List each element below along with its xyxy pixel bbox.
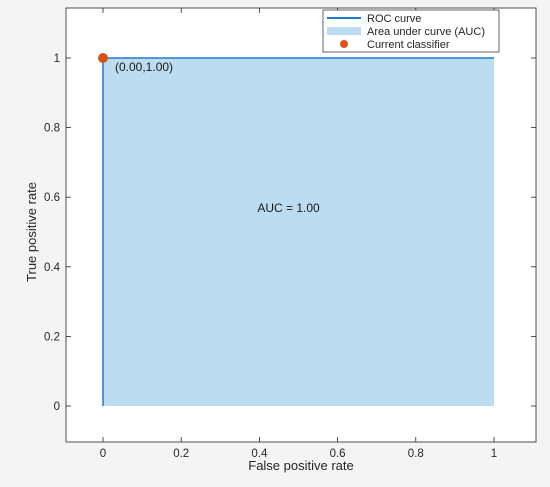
y-tick-label: 0.6 <box>44 192 60 204</box>
x-axis-label: False positive rate <box>248 458 354 473</box>
x-tick-label: 0.4 <box>251 448 268 460</box>
y-tick-label: 0.2 <box>44 331 60 343</box>
auc-annotation: AUC = 1.00 <box>257 201 320 215</box>
current-classifier-point <box>98 53 108 63</box>
legend-swatch-point <box>340 40 348 48</box>
x-tick-label: 0 <box>100 448 106 460</box>
y-tick-label: 1 <box>54 53 60 65</box>
y-axis-label: True positive rate <box>24 182 39 282</box>
legend-label: ROC curve <box>367 13 421 25</box>
x-tick-label: 0.2 <box>173 448 189 460</box>
legend-swatch-auc <box>327 27 361 35</box>
x-tick-label: 0.6 <box>330 448 346 460</box>
plot-frame <box>65 7 537 443</box>
y-tick-label: 0 <box>54 401 60 413</box>
x-tick-label: 0.8 <box>408 448 424 460</box>
y-tick-label: 0.8 <box>44 123 60 135</box>
y-tick-label: 0.4 <box>44 262 61 274</box>
legend-label: Area under curve (AUC) <box>367 26 485 38</box>
point-annotation: (0.00,1.00) <box>115 60 173 74</box>
legend-label: Current classifier <box>367 39 450 51</box>
auc-area <box>103 58 494 406</box>
x-tick-label: 1 <box>491 448 497 460</box>
